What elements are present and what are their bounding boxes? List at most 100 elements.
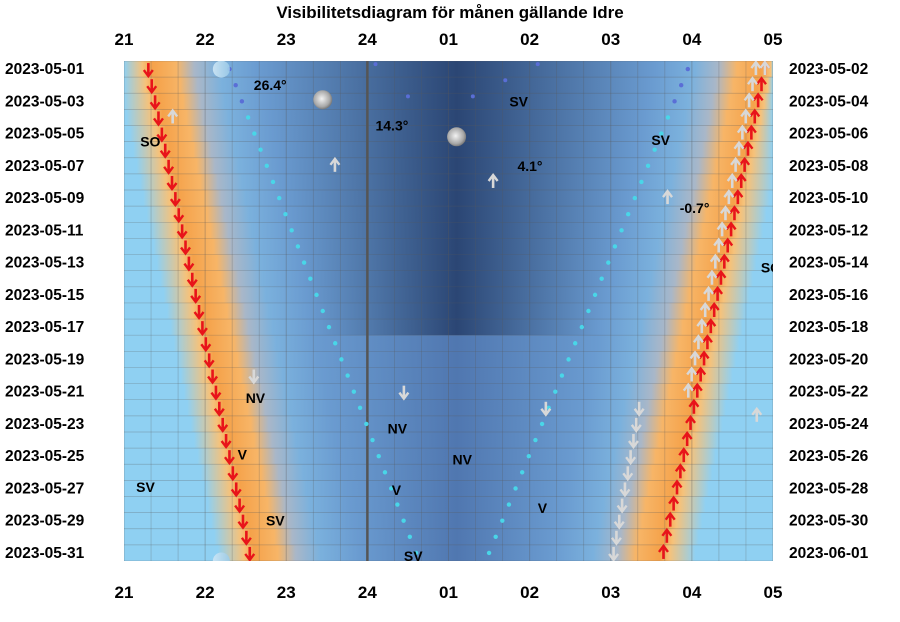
x-tick-label-bottom: 24: [358, 583, 377, 602]
x-tick-label-bottom: 02: [520, 583, 539, 602]
moon-arrow: [610, 530, 622, 546]
date-label-left: 2023-05-15: [5, 287, 85, 304]
sunset-arrow: [159, 143, 171, 159]
annotation-label: 14.3°: [375, 118, 408, 134]
sunset-arrow: [244, 546, 256, 561]
moon-dot: [289, 228, 294, 233]
moon-dot: [606, 260, 611, 265]
moon-dot: [503, 78, 508, 83]
moon-dot: [295, 244, 301, 249]
date-label-right: 2023-05-28: [789, 480, 869, 497]
sky-row: [124, 496, 773, 514]
moon-dot: [245, 115, 251, 120]
sky-row: [124, 77, 773, 94]
sunset-arrow: [169, 192, 181, 208]
sunrise-arrow: [718, 253, 730, 269]
x-tick-label-top: 04: [682, 30, 701, 49]
sunset-arrow: [176, 224, 188, 240]
moon-dot: [612, 244, 618, 249]
date-label-right: 2023-05-30: [789, 513, 868, 530]
annotation-label: SV: [509, 93, 528, 109]
moon-dot: [320, 308, 325, 314]
sky-row: [124, 206, 773, 223]
date-label-left: 2023-05-17: [5, 319, 84, 336]
moon-arrow: [703, 285, 715, 301]
moon-arrow: [630, 417, 642, 433]
moon-arrow: [750, 61, 762, 76]
sunset-arrow: [156, 127, 168, 143]
annotation-label: 4.1°: [517, 158, 542, 174]
moon-dot: [493, 534, 498, 540]
sky-row: [124, 335, 773, 352]
date-label-right: 2023-05-20: [789, 351, 868, 368]
moonrise-marker: [167, 108, 179, 124]
sunrise-arrow: [705, 318, 717, 334]
moon-dot: [413, 550, 419, 556]
sunrise-arrow: [685, 414, 696, 430]
moon-dot: [388, 486, 394, 491]
moon-dot: [345, 373, 350, 378]
moon-dot: [519, 470, 525, 475]
moon-dot: [665, 115, 671, 120]
annotation-label: -0.7°: [680, 200, 710, 216]
sky-row: [124, 351, 773, 369]
moon-dot: [526, 453, 532, 459]
moon-dot: [553, 389, 558, 394]
x-tick-label-top: 02: [520, 30, 539, 49]
moon-dot: [407, 534, 413, 540]
moon-arrow: [747, 76, 758, 92]
sky-row: [124, 367, 773, 385]
moon-dot: [685, 66, 691, 72]
sky-row: [124, 448, 773, 465]
moon-dot: [645, 163, 651, 169]
sky-row: [124, 431, 773, 449]
sunset-arrow: [230, 482, 242, 498]
sunset-arrow: [200, 337, 212, 353]
sunset-arrow: [210, 385, 222, 401]
x-tick-label-bottom: 03: [601, 583, 620, 602]
date-label-right: 2023-05-08: [789, 158, 869, 175]
sunrise-arrow: [732, 189, 744, 205]
moon-arrow: [716, 221, 728, 237]
moon-arrow: [692, 334, 704, 350]
moonrise-marker: [662, 189, 673, 205]
sunset-arrow: [183, 256, 195, 272]
sky-row: [124, 415, 773, 433]
date-label-right: 2023-05-24: [789, 416, 869, 433]
x-tick-label-top: 05: [764, 30, 783, 49]
sunset-arrow: [146, 79, 158, 95]
moon-arrow: [709, 253, 721, 269]
moon-dot: [625, 212, 631, 217]
x-tick-label-top: 01: [439, 30, 458, 49]
sunset-arrow: [207, 369, 219, 385]
sky-row: [124, 222, 773, 240]
plot-marks: 26.4° 14.3° 4.1° -0.7° 23.0° SV SO SV SO NV NV NV V V…: [136, 61, 773, 561]
sky-row: [124, 464, 773, 481]
moonset-marker: [540, 401, 552, 417]
moonset-marker: [398, 385, 410, 401]
moon-dot: [579, 324, 585, 330]
sky-row: [124, 512, 773, 530]
moon-dot: [339, 357, 344, 362]
sky-row: [124, 238, 773, 256]
moon-arrow: [699, 302, 711, 317]
sunset-arrow: [196, 321, 208, 337]
sunrise-arrow: [661, 527, 673, 543]
x-tick-label-bottom: 22: [196, 583, 215, 602]
moon-dot: [233, 82, 238, 88]
sky-row: [124, 109, 773, 127]
sunrise-arrow: [756, 76, 767, 92]
sunset-arrow: [153, 111, 164, 127]
new-moon-icon: [212, 61, 230, 78]
moon-dot: [373, 62, 378, 67]
annotation-label: V: [538, 500, 548, 516]
sunrise-arrow: [752, 92, 764, 108]
date-label-left: 2023-05-31: [5, 545, 85, 562]
moon-dot: [566, 357, 571, 362]
moon-dot: [486, 550, 492, 556]
sunset-arrow: [173, 208, 185, 224]
moon-dot: [672, 99, 677, 104]
moonrise-marker: [329, 156, 341, 172]
date-label-left: 2023-05-27: [5, 480, 84, 497]
moon-arrow: [706, 269, 718, 285]
